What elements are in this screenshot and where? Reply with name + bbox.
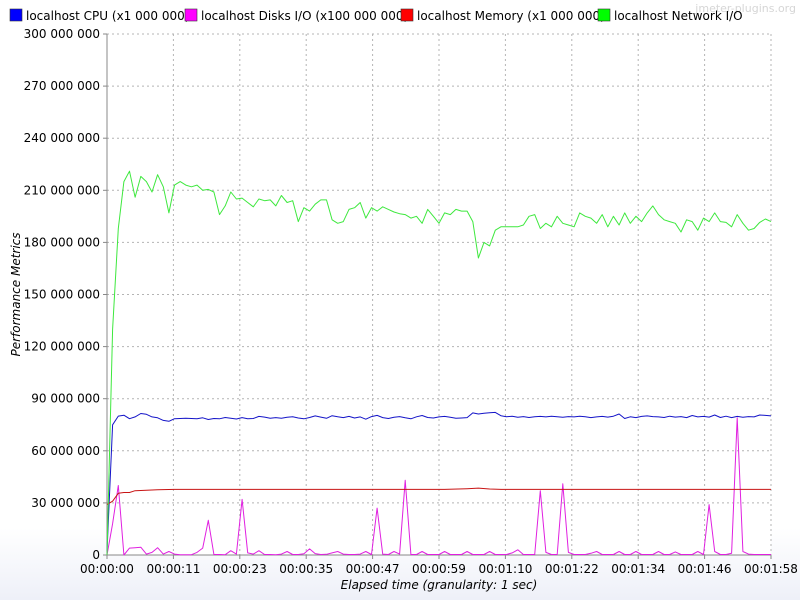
legend-label: localhost CPU (x1 000 000) [26, 9, 189, 23]
y-tick-label: 270 000 000 [24, 79, 100, 93]
y-tick-label: 240 000 000 [24, 131, 100, 145]
y-tick-label: 300 000 000 [24, 27, 100, 41]
y-tick-label: 180 000 000 [24, 235, 100, 249]
x-tick-label: 00:00:23 [213, 562, 267, 576]
plot-lines [106, 170, 772, 556]
x-tick-label: 00:01:10 [478, 562, 532, 576]
x-tick-label: 00:01:46 [678, 562, 732, 576]
y-tick-label: 30 000 000 [31, 496, 100, 510]
x-tick-label: 00:01:34 [611, 562, 665, 576]
y-tick-label: 210 000 000 [24, 183, 100, 197]
y-tick-label: 150 000 000 [24, 288, 100, 302]
watermark: jmeter-plugins.org [694, 2, 796, 15]
y-tick-label: 90 000 000 [31, 392, 100, 406]
y-tick-label: 120 000 000 [24, 340, 100, 354]
series-line-localhost-memory-x1-000-000 [106, 487, 771, 506]
y-tick-label: 0 [92, 548, 100, 562]
grid [107, 33, 772, 555]
y-tick-label: 60 000 000 [31, 444, 100, 458]
y-axis-title: Performance Metrics [9, 232, 23, 356]
legend: localhost CPU (x1 000 000) localhost Disk… [9, 8, 743, 23]
legend-label: localhost Network I/O [614, 9, 743, 23]
x-tick-label: 00:00:35 [279, 562, 333, 576]
legend-swatch [9, 8, 23, 22]
series-line-localhost-cpu-x1-000-000 [106, 411, 772, 552]
x-axis-title: Elapsed time (granularity: 1 sec) [341, 578, 538, 592]
legend-label: localhost Memory (x1 000 000) [417, 9, 605, 23]
legend-label: localhost Disks I/O (x100 000 000) [201, 9, 408, 23]
series-line-localhost-network-i-o [106, 170, 772, 556]
legend-swatch [400, 8, 414, 22]
x-tick-label: 00:00:00 [80, 562, 134, 576]
x-tick-label: 00:00:59 [412, 562, 466, 576]
legend-swatch [184, 8, 198, 22]
x-tick-label: 00:00:47 [346, 562, 400, 576]
x-tick-label: 00:00:11 [146, 562, 200, 576]
y-axis-ticks: 0 30 000 000 60 000 000 90 000 000 120 000 0… [24, 27, 107, 562]
series-line-localhost-disks-i-o-x100-000-000 [106, 417, 771, 556]
x-axis-ticks: 00:00:00 00:00:11 00:00:23 00:00:35 00:00:47… [80, 555, 798, 576]
legend-swatch [597, 8, 611, 22]
x-tick-label: 00:01:58 [744, 562, 798, 576]
x-tick-label: 00:01:22 [545, 562, 599, 576]
